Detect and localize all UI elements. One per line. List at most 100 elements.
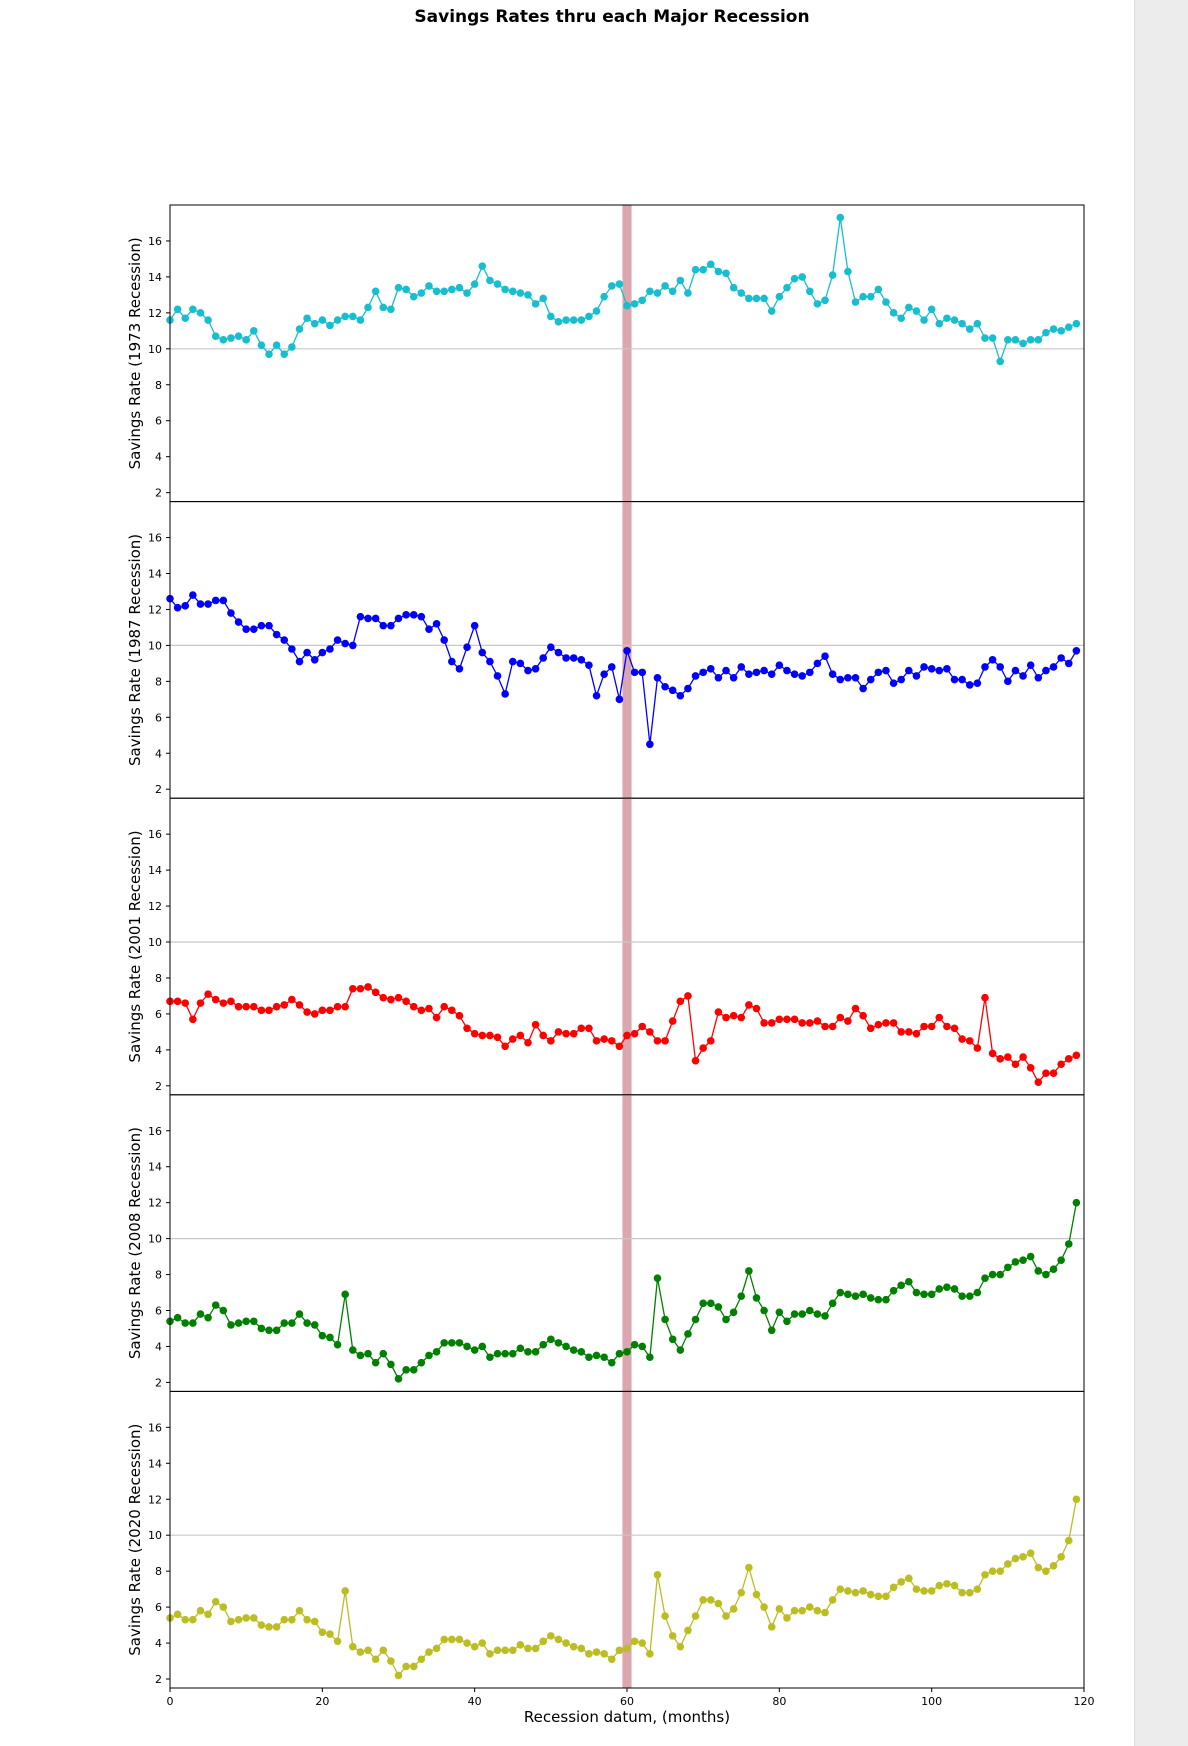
data-point: [524, 1038, 532, 1047]
y-tick-label: 8: [155, 972, 162, 985]
data-point: [836, 1288, 845, 1297]
data-point: [379, 1646, 388, 1655]
data-point: [600, 292, 608, 301]
data-point: [920, 663, 928, 671]
data-point: [341, 1290, 349, 1299]
data-point: [699, 1044, 707, 1052]
data-point: [288, 995, 296, 1004]
data-point: [204, 600, 212, 608]
data-point: [577, 655, 586, 664]
data-point: [996, 1055, 1005, 1063]
data-point: [402, 1366, 410, 1374]
data-point: [585, 661, 593, 669]
data-point: [554, 648, 563, 657]
data-point: [508, 1349, 517, 1358]
data-point: [272, 630, 281, 639]
y-tick-label: 16: [148, 235, 162, 248]
data-point: [988, 655, 997, 664]
data-point: [767, 307, 776, 315]
data-point: [714, 1599, 723, 1608]
data-point: [706, 1037, 715, 1045]
data-point: [615, 1042, 624, 1051]
data-point: [950, 316, 959, 324]
data-point: [310, 655, 319, 664]
data-point: [1064, 1055, 1073, 1063]
data-point: [562, 1342, 570, 1351]
y-tick-label: 14: [148, 1457, 162, 1470]
data-point: [699, 265, 707, 274]
data-point: [425, 625, 433, 634]
data-point: [516, 1344, 525, 1353]
data-point: [973, 1585, 982, 1593]
data-point: [257, 1621, 266, 1629]
data-point: [288, 1319, 296, 1327]
data-point: [661, 282, 669, 290]
y-tick-label: 4: [155, 1340, 162, 1353]
y-tick-label: 16: [148, 532, 162, 545]
data-point: [836, 213, 845, 222]
data-point: [440, 1635, 449, 1644]
data-point: [265, 1006, 273, 1015]
data-point: [691, 1315, 700, 1324]
y-tick-label: 2: [155, 1673, 162, 1686]
data-point: [1004, 677, 1012, 686]
data-point: [585, 1650, 593, 1658]
data-point: [234, 1002, 243, 1011]
data-point: [661, 682, 669, 691]
data-point: [638, 1342, 647, 1351]
data-point: [950, 675, 959, 684]
data-point: [364, 1349, 372, 1358]
data-point: [547, 1335, 555, 1344]
data-point: [745, 294, 753, 303]
data-point: [760, 1019, 768, 1027]
data-point: [554, 1028, 563, 1036]
data-point: [1057, 1256, 1065, 1264]
data-point: [181, 999, 190, 1007]
data-point: [478, 648, 487, 657]
data-point: [204, 1313, 212, 1322]
data-point: [607, 663, 616, 671]
data-point: [448, 285, 456, 294]
data-point: [341, 639, 349, 648]
data-point: [295, 657, 304, 666]
data-point: [326, 321, 334, 330]
data-point: [211, 995, 220, 1004]
data-point: [409, 1366, 418, 1374]
data-point: [806, 1603, 814, 1611]
data-point: [531, 1644, 540, 1653]
data-point: [920, 1290, 928, 1299]
data-point: [204, 1610, 212, 1619]
data-point: [607, 1655, 616, 1664]
data-point: [387, 1657, 395, 1665]
data-point: [554, 1339, 563, 1347]
data-point: [767, 1623, 776, 1631]
data-point: [783, 1614, 791, 1622]
data-point: [775, 292, 784, 301]
data-point: [950, 1581, 959, 1590]
data-point: [836, 1585, 845, 1593]
data-point: [607, 282, 616, 290]
data-point: [653, 1274, 662, 1282]
data-point: [889, 1019, 898, 1027]
data-point: [1049, 1561, 1058, 1570]
data-point: [1011, 1554, 1020, 1563]
data-point: [958, 1035, 966, 1043]
data-point: [767, 1019, 776, 1027]
data-point: [958, 675, 966, 684]
data-point: [958, 1588, 966, 1597]
data-point: [303, 1615, 311, 1624]
data-point: [1049, 1069, 1058, 1078]
data-point: [189, 1319, 197, 1327]
data-point: [996, 1567, 1005, 1575]
data-point: [569, 1346, 578, 1354]
data-point: [806, 1306, 814, 1315]
data-point: [211, 1301, 220, 1309]
data-point: [706, 260, 715, 269]
scrollbar-track[interactable]: [1134, 0, 1188, 1746]
data-point: [623, 1348, 631, 1356]
recession-band: [622, 205, 632, 502]
data-point: [539, 1031, 548, 1040]
data-point: [684, 992, 692, 1000]
data-point: [531, 664, 540, 673]
data-point: [1072, 319, 1081, 328]
